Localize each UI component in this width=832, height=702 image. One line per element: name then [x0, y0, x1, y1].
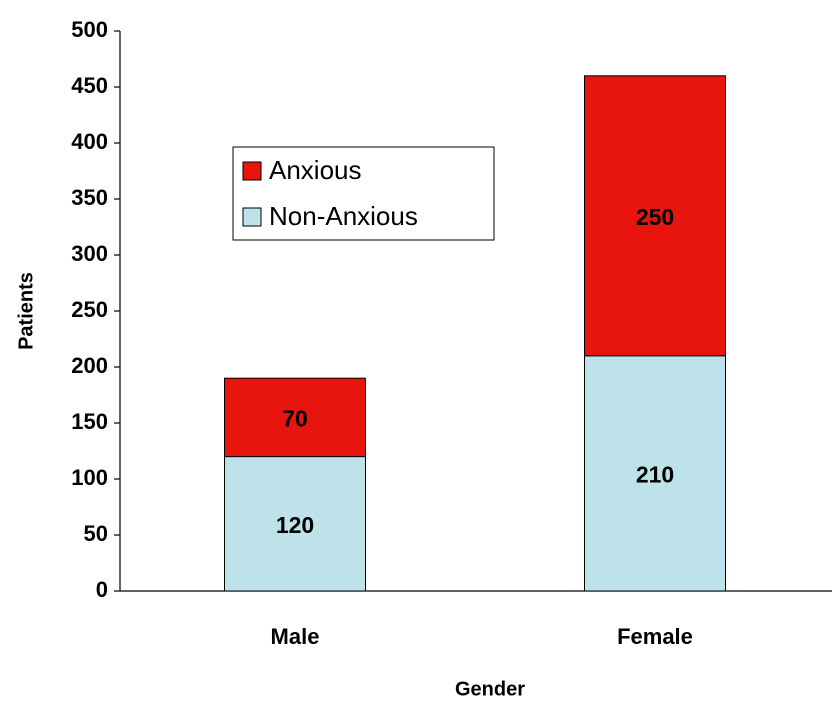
- bar-segment: [224, 377, 366, 458]
- legend-label: Anxious: [269, 155, 362, 185]
- bar-segment: [584, 355, 726, 592]
- y-tick-label: 400: [71, 129, 108, 154]
- y-tick-label: 350: [71, 185, 108, 210]
- y-tick-label: 50: [84, 521, 108, 546]
- y-tick-label: 100: [71, 465, 108, 490]
- legend-swatch: [242, 161, 262, 181]
- x-tick-label: Male: [271, 624, 320, 649]
- y-tick-label: 200: [71, 353, 108, 378]
- y-tick-label: 500: [71, 17, 108, 42]
- data-label: 250: [636, 204, 674, 230]
- y-tick-label: 150: [71, 409, 108, 434]
- y-tick-label: 0: [96, 577, 108, 602]
- x-tick-label: Female: [617, 624, 693, 649]
- y-tick-label: 250: [71, 297, 108, 322]
- x-axis-title: Gender: [455, 678, 525, 700]
- data-label: 210: [636, 461, 674, 487]
- data-label: 70: [282, 405, 308, 431]
- y-tick-label: 300: [71, 241, 108, 266]
- y-axis-title: Patients: [15, 272, 37, 350]
- legend-label: Non-Anxious: [269, 201, 418, 231]
- legend-box: [232, 146, 495, 241]
- legend-swatch: [242, 207, 262, 227]
- y-tick-label: 450: [71, 73, 108, 98]
- bar-segment: [224, 456, 366, 592]
- data-label: 120: [276, 512, 314, 538]
- bar-segment: [584, 75, 726, 357]
